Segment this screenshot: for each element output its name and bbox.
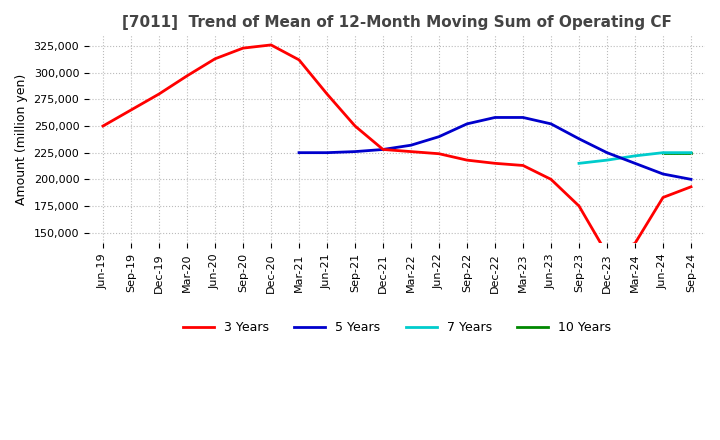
Y-axis label: Amount (million yen): Amount (million yen)	[15, 74, 28, 205]
5 Years	[323, 150, 331, 155]
5 Years	[407, 143, 415, 148]
5 Years	[435, 134, 444, 139]
7 Years	[603, 158, 611, 163]
3 Years	[435, 151, 444, 156]
3 Years	[546, 177, 555, 182]
Line: 3 Years: 3 Years	[103, 45, 691, 254]
5 Years	[294, 150, 303, 155]
3 Years	[239, 45, 248, 51]
3 Years	[127, 107, 135, 113]
10 Years	[687, 150, 696, 155]
3 Years	[603, 251, 611, 257]
5 Years	[659, 171, 667, 176]
Legend: 3 Years, 5 Years, 7 Years, 10 Years: 3 Years, 5 Years, 7 Years, 10 Years	[178, 316, 616, 339]
Line: 5 Years: 5 Years	[299, 117, 691, 180]
3 Years	[211, 56, 220, 62]
5 Years	[687, 177, 696, 182]
7 Years	[575, 161, 583, 166]
5 Years	[463, 121, 472, 127]
3 Years	[155, 92, 163, 97]
5 Years	[351, 149, 359, 154]
3 Years	[183, 73, 192, 78]
5 Years	[603, 150, 611, 155]
3 Years	[407, 149, 415, 154]
5 Years	[631, 161, 639, 166]
3 Years	[491, 161, 500, 166]
5 Years	[491, 115, 500, 120]
3 Years	[294, 57, 303, 62]
3 Years	[659, 195, 667, 200]
Title: [7011]  Trend of Mean of 12-Month Moving Sum of Operating CF: [7011] Trend of Mean of 12-Month Moving …	[122, 15, 672, 30]
Line: 7 Years: 7 Years	[579, 153, 691, 163]
5 Years	[575, 136, 583, 141]
5 Years	[518, 115, 527, 120]
3 Years	[266, 42, 275, 48]
7 Years	[687, 150, 696, 155]
10 Years	[659, 150, 667, 155]
7 Years	[659, 150, 667, 155]
7 Years	[631, 153, 639, 158]
3 Years	[575, 203, 583, 209]
3 Years	[323, 92, 331, 97]
5 Years	[546, 121, 555, 127]
3 Years	[379, 147, 387, 152]
5 Years	[379, 147, 387, 152]
3 Years	[351, 123, 359, 128]
3 Years	[463, 158, 472, 163]
3 Years	[518, 163, 527, 168]
3 Years	[99, 123, 107, 128]
3 Years	[687, 184, 696, 190]
3 Years	[631, 241, 639, 246]
